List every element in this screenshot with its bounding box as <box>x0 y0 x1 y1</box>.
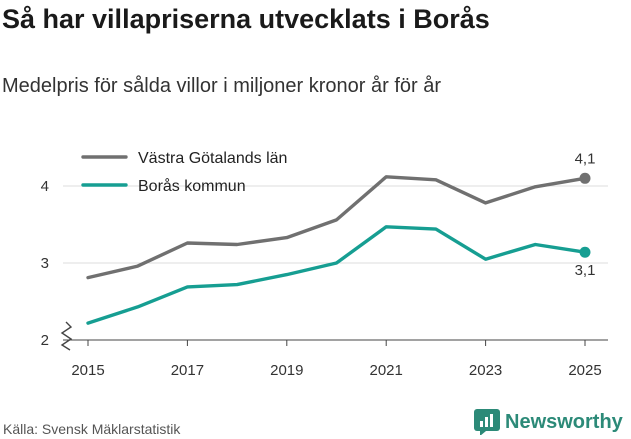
series-lines: 4,1 3,1 <box>86 150 596 325</box>
legend: Västra Götalands län Borås kommun <box>81 150 287 195</box>
x-tick-label: 2023 <box>469 362 502 379</box>
series-line-2 <box>86 225 587 325</box>
chart-title: Så har villapriserna utvecklats i Borås <box>2 4 490 34</box>
series-end-marker <box>579 246 591 258</box>
source-note: Källa: Svensk Mäklarstatistik <box>3 421 181 437</box>
y-tick-label: 2 <box>41 332 49 349</box>
chart-subtitle: Medelpris för sålda villor i miljoner kr… <box>2 75 442 97</box>
axes: 2 3 4 2015 2017 2019 2021 2023 2025 <box>41 178 608 379</box>
legend-label: Borås kommun <box>138 177 246 195</box>
brand-name: Newsworthy <box>505 410 623 433</box>
x-tick-label: 2021 <box>370 362 403 379</box>
series-line-1 <box>86 175 587 280</box>
x-tick-label: 2017 <box>171 362 204 379</box>
series-end-marker <box>579 172 591 184</box>
end-value-label: 4,1 <box>575 150 596 167</box>
x-tick-label: 2019 <box>270 362 303 379</box>
y-tick-label: 3 <box>41 255 49 272</box>
legend-label: Västra Götalands län <box>138 150 287 167</box>
brand-logo: Newsworthy <box>474 408 623 436</box>
end-value-label: 3,1 <box>575 262 596 279</box>
newsworthy-logo-icon <box>474 409 500 435</box>
x-tick-label: 2025 <box>568 362 601 379</box>
y-tick-label: 4 <box>41 178 49 195</box>
x-tick-label: 2015 <box>71 362 104 379</box>
line-chart: 2 3 4 2015 2017 2019 2021 2023 2025 4,1 3,1 Västr… <box>41 150 608 379</box>
axis-break-icon <box>60 321 73 351</box>
